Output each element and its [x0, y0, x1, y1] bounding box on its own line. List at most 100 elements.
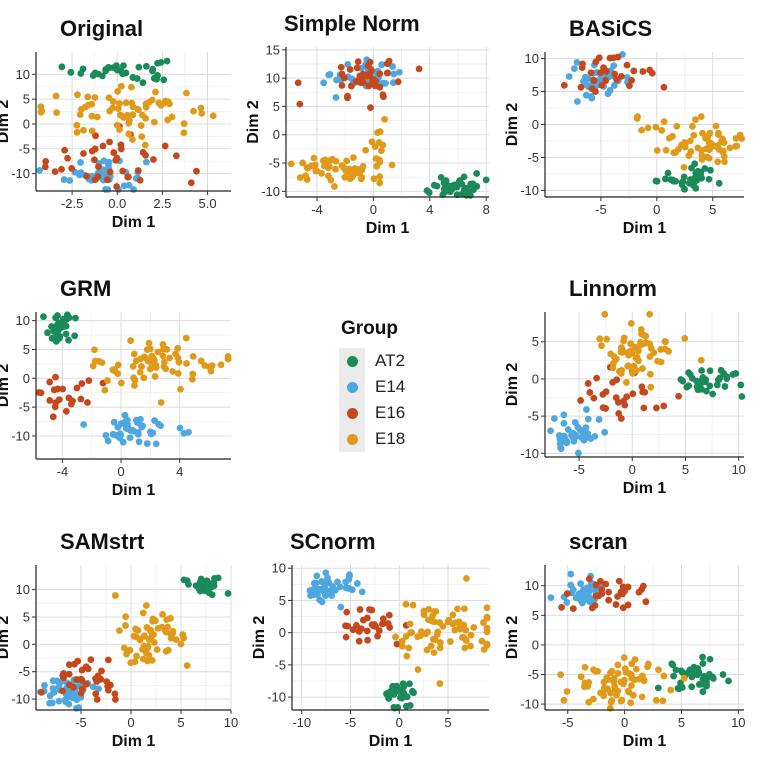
data-point-e14: [95, 685, 102, 693]
data-point-e18: [115, 627, 123, 635]
data-point-e18: [614, 669, 622, 677]
y-tick-label: -5: [18, 400, 30, 415]
data-point-e18: [183, 662, 191, 670]
data-point-at2: [197, 575, 205, 583]
data-point-e16: [99, 142, 107, 150]
data-point-e14: [332, 94, 340, 101]
data-point-e18: [84, 93, 92, 101]
data-point-e18: [429, 611, 437, 619]
data-point-e16: [90, 156, 98, 164]
data-point-e18: [557, 671, 565, 679]
data-point-at2: [149, 65, 157, 73]
x-tick-label: 8: [483, 202, 490, 217]
data-point-e16: [592, 58, 600, 66]
data-point-e14: [126, 434, 134, 442]
data-point-e18: [632, 665, 640, 673]
data-point-e14: [560, 419, 568, 427]
data-point-e16: [41, 163, 49, 171]
data-point-e16: [85, 377, 93, 385]
data-point-e16: [639, 68, 647, 75]
data-point-e16: [563, 590, 571, 598]
y-tick-label: -10: [11, 428, 30, 443]
data-point-at2: [721, 383, 729, 390]
data-point-e16: [587, 69, 595, 77]
data-point-e16: [92, 132, 99, 140]
data-point-e16: [577, 397, 585, 404]
data-point-e18: [74, 91, 81, 99]
data-point-e16: [61, 146, 69, 154]
data-point-e18: [167, 614, 174, 622]
data-point-e18: [77, 105, 85, 113]
data-point-e18: [610, 360, 617, 367]
data-point-at2: [698, 174, 706, 182]
y-tick-label: -5: [274, 657, 286, 672]
data-point-e14: [353, 580, 361, 587]
data-point-e14: [547, 427, 554, 435]
data-point-at2: [691, 160, 699, 168]
data-point-e18: [302, 172, 310, 180]
data-point-at2: [180, 576, 188, 584]
data-point-e18: [188, 375, 196, 383]
data-point-e18: [423, 646, 431, 654]
data-point-at2: [706, 655, 714, 663]
data-point-e16: [602, 580, 610, 588]
data-point-e16: [367, 104, 374, 112]
data-point-e18: [320, 162, 328, 170]
data-point-at2: [72, 314, 79, 322]
data-point-e16: [354, 58, 362, 66]
data-point-e18: [689, 122, 696, 130]
data-point-e14: [573, 58, 581, 66]
data-point-e16: [74, 657, 82, 665]
data-point-e18: [427, 642, 435, 650]
data-point-at2: [715, 376, 723, 384]
data-point-e14: [313, 591, 321, 599]
data-point-e14: [331, 586, 339, 594]
data-point-e18: [120, 644, 128, 652]
data-point-e18: [145, 339, 153, 347]
data-point-e14: [36, 166, 44, 174]
data-point-e16: [359, 616, 367, 624]
data-point-e18: [376, 179, 384, 187]
panel-title: Simple Norm: [284, 11, 420, 36]
data-point-e14: [395, 68, 403, 76]
data-point-e14: [324, 574, 331, 582]
data-point-e14: [582, 424, 590, 431]
data-point-at2: [185, 580, 192, 588]
data-point-e16: [383, 69, 391, 77]
x-tick-label: 10: [224, 715, 238, 730]
data-point-e14: [109, 430, 117, 438]
data-point-e16: [67, 400, 75, 408]
data-point-e18: [359, 162, 367, 170]
data-point-e18: [460, 605, 468, 613]
data-point-e18: [145, 636, 153, 643]
data-point-e16: [80, 150, 87, 157]
data-point-e16: [104, 686, 112, 694]
data-point-e18: [189, 370, 197, 378]
data-point-e18: [659, 697, 667, 705]
data-point-e16: [592, 88, 599, 95]
y-tick-label: 5: [532, 608, 539, 623]
data-point-e18: [158, 623, 166, 631]
data-point-at2: [672, 666, 680, 674]
data-point-e18: [189, 352, 197, 360]
data-point-e16: [613, 76, 620, 84]
data-point-e18: [627, 340, 635, 348]
data-point-e16: [64, 154, 71, 162]
data-point-e14: [49, 685, 57, 692]
data-point-e18: [597, 689, 604, 697]
y-tick-label: 10: [525, 51, 539, 66]
data-point-e16: [652, 404, 660, 412]
data-point-e18: [341, 173, 349, 181]
y-axis-label: Dim 2: [0, 100, 12, 144]
panel-title: scran: [569, 529, 628, 554]
data-point-e16: [660, 83, 668, 91]
data-point-e18: [348, 173, 356, 181]
x-tick-label: 0: [127, 715, 134, 730]
data-point-e16: [84, 399, 91, 406]
data-point-e18: [408, 629, 416, 636]
data-point-at2: [473, 170, 481, 177]
data-point-e18: [73, 128, 81, 136]
data-point-at2: [459, 190, 466, 198]
data-point-e14: [606, 87, 614, 94]
legend-item-e16: E16: [339, 400, 439, 426]
